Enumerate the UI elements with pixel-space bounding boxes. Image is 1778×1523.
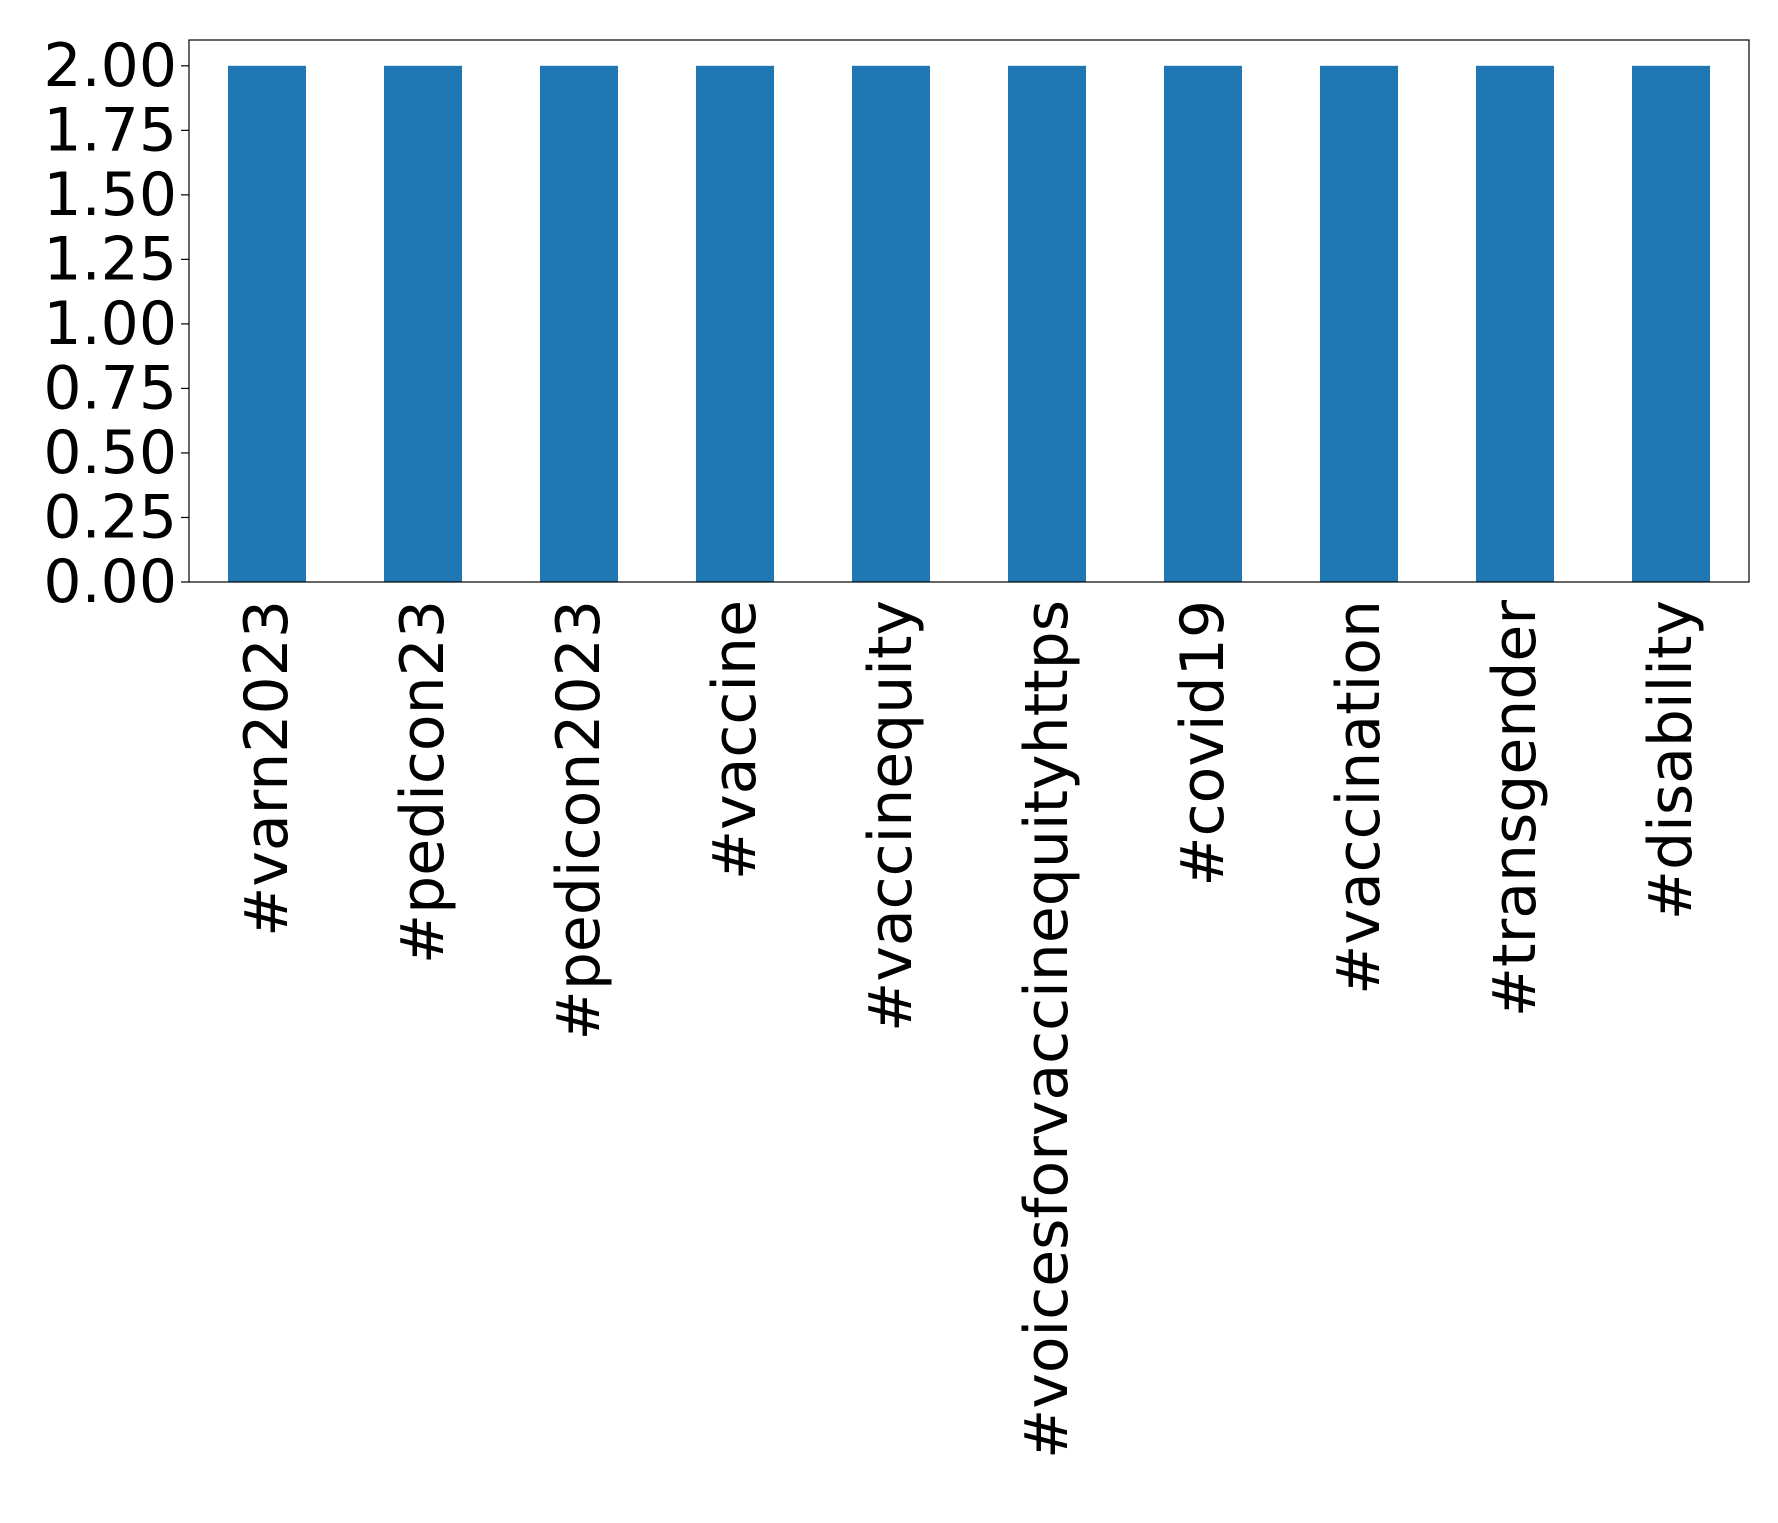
bar [852,65,930,583]
y-tick-label: 1.75 [43,95,177,165]
bar [696,65,774,583]
bar [1320,65,1398,583]
y-tick-label: 0.75 [43,353,177,423]
x-tick-label: #transgender [1480,600,1550,1018]
bar [540,65,618,583]
x-tick-label: #disability [1636,600,1706,920]
y-tick-label: 2.00 [43,31,177,101]
bar [384,65,462,583]
x-tick-label: #pedicon2023 [544,600,614,1040]
y-tick-label: 1.25 [43,224,177,294]
bar [1164,65,1242,583]
y-tick-label: 1.00 [43,289,177,359]
x-tick-label: #pedicon23 [388,600,458,964]
x-tick-label: #vaccine [700,600,770,880]
plot-frame [188,39,1750,583]
bar [1476,65,1554,583]
x-tick-label: #covid19 [1168,600,1238,887]
x-tick-label: #vaccination [1324,600,1394,995]
bar [1632,65,1710,583]
y-tick-label: 1.50 [43,160,177,230]
y-tick-label: 0.00 [43,547,177,617]
y-tick-label: 0.50 [43,418,177,488]
x-tick-label: #varn2023 [232,600,302,937]
x-tick-label: #vaccinequity [856,600,926,1032]
x-tick-label: #voicesforvaccinequityhttps [1012,600,1082,1459]
y-tick-label: 0.25 [43,482,177,552]
bar [228,65,306,583]
bar [1008,65,1086,583]
